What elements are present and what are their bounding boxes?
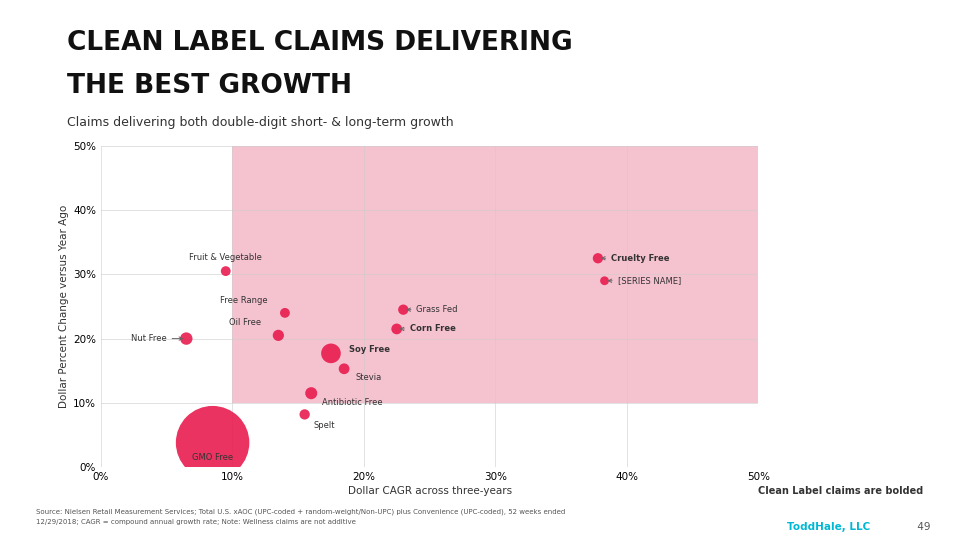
Point bbox=[590, 254, 606, 262]
Text: Source: Nielsen Retail Measurement Services; Total U.S. xAOC (UPC-coded + random: Source: Nielsen Retail Measurement Servi… bbox=[36, 509, 565, 515]
Text: Grass Fed: Grass Fed bbox=[407, 305, 458, 314]
Point bbox=[277, 308, 293, 317]
Point bbox=[271, 331, 286, 340]
Point bbox=[324, 349, 339, 357]
Bar bbox=[232, 146, 758, 403]
Text: Free Range: Free Range bbox=[220, 296, 268, 305]
Point bbox=[179, 334, 194, 343]
Text: CLEAN LABEL CLAIMS DELIVERING: CLEAN LABEL CLAIMS DELIVERING bbox=[67, 30, 573, 56]
Text: Claims delivering both double-digit short- & long-term growth: Claims delivering both double-digit shor… bbox=[67, 116, 454, 129]
Text: Corn Free: Corn Free bbox=[400, 325, 456, 333]
Point bbox=[389, 325, 404, 333]
Text: 49: 49 bbox=[914, 522, 930, 532]
Point bbox=[336, 364, 351, 373]
Point bbox=[396, 305, 411, 314]
Point bbox=[297, 410, 312, 418]
Text: Spelt: Spelt bbox=[314, 421, 335, 430]
Text: Nut Free: Nut Free bbox=[131, 334, 182, 343]
Text: Size of circle
based on Dollar
Sales: Size of circle based on Dollar Sales bbox=[792, 348, 897, 395]
Text: Fruit & Vegetable: Fruit & Vegetable bbox=[189, 253, 262, 262]
Text: THE BEST GROWTH: THE BEST GROWTH bbox=[67, 73, 352, 99]
Point bbox=[218, 267, 233, 275]
Text: Soy Free: Soy Free bbox=[349, 345, 391, 354]
Text: [SERIES NAME]: [SERIES NAME] bbox=[609, 276, 681, 285]
Point bbox=[204, 438, 220, 447]
Point bbox=[303, 389, 319, 397]
Text: GMO Free: GMO Free bbox=[192, 453, 233, 462]
Y-axis label: Dollar Percent Change versus Year Ago: Dollar Percent Change versus Year Ago bbox=[59, 205, 69, 408]
X-axis label: Dollar CAGR across three-years: Dollar CAGR across three-years bbox=[348, 486, 512, 496]
Text: Clean Label claims are bolded: Clean Label claims are bolded bbox=[758, 486, 924, 496]
Text: 12/29/2018; CAGR = compound annual growth rate; Note: Wellness claims are not ad: 12/29/2018; CAGR = compound annual growt… bbox=[36, 519, 356, 525]
Point bbox=[597, 276, 612, 285]
Text: Oil Free: Oil Free bbox=[229, 318, 261, 327]
Text: Cruelty Free: Cruelty Free bbox=[602, 254, 669, 263]
Text: Antibiotic Free: Antibiotic Free bbox=[322, 397, 382, 407]
Text: Stevia: Stevia bbox=[356, 373, 382, 382]
Text: ToddHale, LLC: ToddHale, LLC bbox=[787, 522, 871, 532]
